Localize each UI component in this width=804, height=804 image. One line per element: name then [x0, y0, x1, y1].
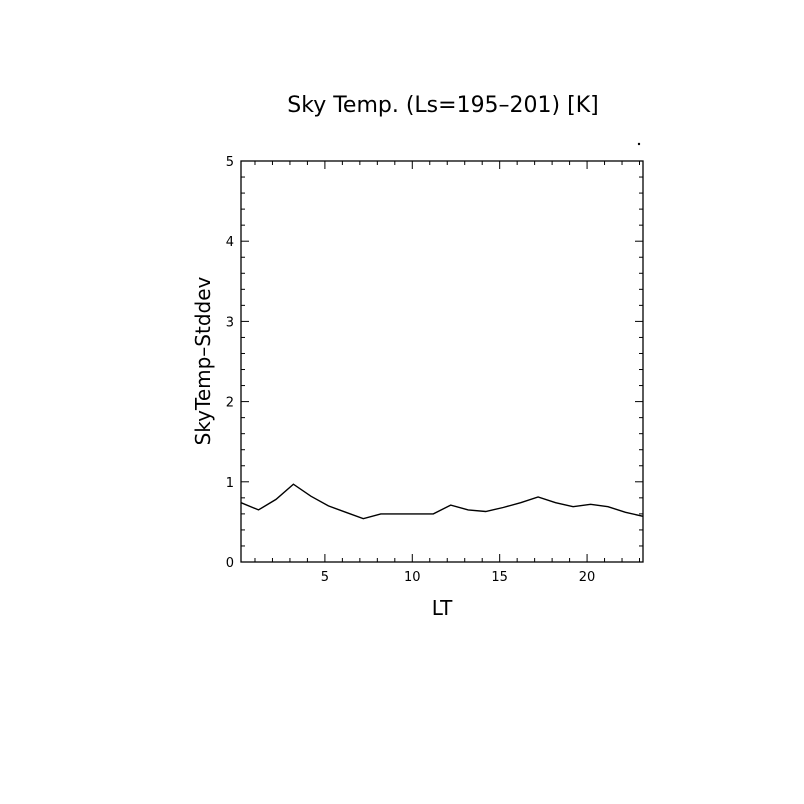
- y-axis-label: SkyTemp–Stddev: [191, 276, 215, 445]
- x-tick-label: 15: [491, 570, 508, 585]
- plot-frame: [240, 160, 644, 563]
- x-tick-labels: 5 10 15 20: [321, 570, 596, 585]
- y-tick-label: 1: [226, 476, 234, 491]
- x-axis-label: LT: [432, 596, 453, 620]
- x-tick-label: 20: [579, 570, 596, 585]
- y-tick-label: 5: [226, 155, 234, 170]
- y-tick-label: 2: [226, 396, 234, 411]
- axis-ticks: [241, 161, 643, 562]
- y-tick-labels: 0 1 2 3 4 5: [226, 155, 234, 571]
- chart-title: Sky Temp. (Ls=195–201) [K]: [287, 93, 598, 118]
- series-line: [240, 483, 644, 520]
- y-tick-label: 3: [226, 315, 234, 330]
- corner-dot: [637, 142, 641, 146]
- x-tick-label: 5: [321, 570, 329, 585]
- x-tick-label: 10: [404, 570, 421, 585]
- y-tick-label: 0: [226, 556, 234, 571]
- series-layer: [240, 483, 644, 520]
- y-tick-label: 4: [226, 235, 234, 250]
